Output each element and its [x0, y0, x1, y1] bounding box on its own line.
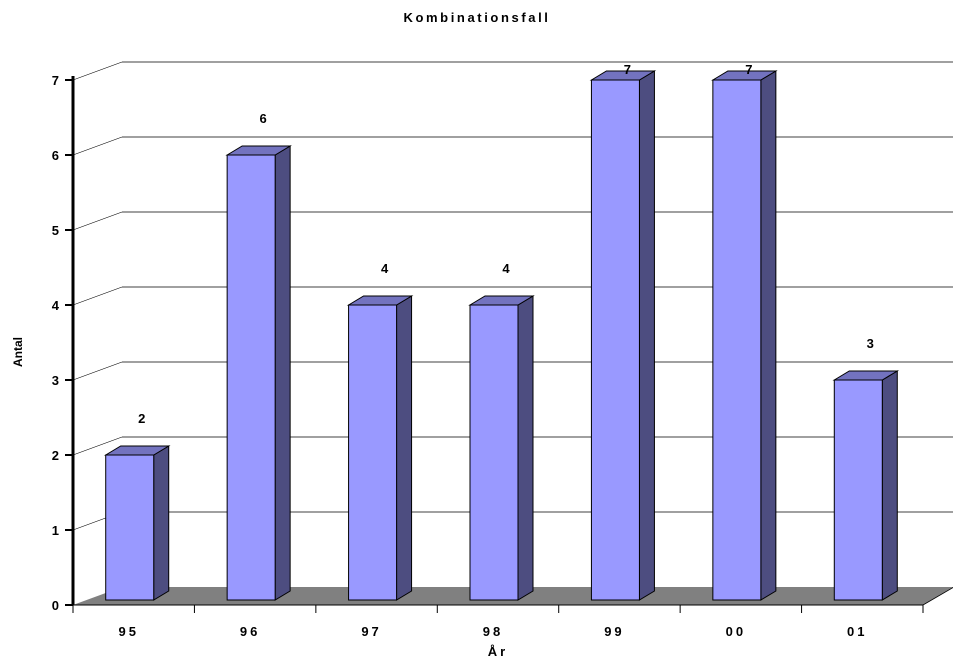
y-axis-label: Antal [11, 337, 25, 367]
x-tick-label: 95 [118, 624, 138, 639]
bar-side [396, 295, 413, 601]
bar-side [274, 145, 291, 601]
bar [103, 445, 171, 601]
data-label: 4 [381, 261, 389, 276]
bar-side [517, 295, 534, 601]
bar [832, 370, 900, 601]
bars [103, 70, 900, 601]
x-tick-label: 96 [240, 624, 260, 639]
data-labels: 2 6 4 4 7 7 3 [138, 62, 874, 426]
data-label: 2 [138, 411, 145, 426]
bar-side [638, 70, 655, 601]
y-tick-label: 6 [52, 148, 59, 163]
bar [711, 70, 778, 601]
y-tick-label: 0 [52, 598, 59, 613]
y-tick-label: 3 [52, 373, 59, 388]
data-label: 4 [502, 261, 510, 276]
gridline-depth [72, 136, 123, 156]
chart-title: Kombinationsfall [403, 10, 550, 25]
bar [468, 295, 535, 601]
bar-front [469, 304, 519, 601]
x-tick-label: 97 [361, 624, 381, 639]
gridline-depth [72, 286, 123, 306]
bar-side [881, 370, 898, 601]
gridline-depth [72, 361, 123, 381]
bar-front [348, 304, 398, 601]
x-tick-label: 01 [847, 624, 867, 639]
bar-front [590, 79, 640, 601]
bar-side [760, 70, 777, 601]
bar-front [712, 79, 762, 601]
bar-side [153, 445, 170, 601]
gridlines [72, 61, 953, 531]
y-tick-label: 1 [52, 523, 59, 538]
x-axis-label: År [488, 644, 508, 659]
bar-front [833, 379, 883, 601]
data-label: 6 [260, 111, 267, 126]
x-axis-depth-line [922, 587, 953, 606]
bar [225, 145, 292, 601]
gridline-depth [72, 61, 123, 81]
bar-front [105, 454, 155, 601]
x-tick-label: 99 [604, 624, 624, 639]
y-tick-label: 2 [52, 448, 59, 463]
data-label: 7 [624, 62, 631, 77]
x-tick-label: 00 [726, 624, 746, 639]
y-tick-label: 4 [52, 298, 60, 313]
bar-front [226, 154, 276, 601]
gridline-depth [72, 436, 123, 456]
y-tick-label: 7 [52, 73, 59, 88]
gridline-depth [72, 211, 123, 231]
y-tick-label: 5 [52, 223, 59, 238]
data-label: 7 [745, 62, 752, 77]
bar [346, 295, 414, 601]
x-tick-label: 98 [483, 624, 503, 639]
bar [589, 70, 657, 601]
data-label: 3 [867, 336, 874, 351]
